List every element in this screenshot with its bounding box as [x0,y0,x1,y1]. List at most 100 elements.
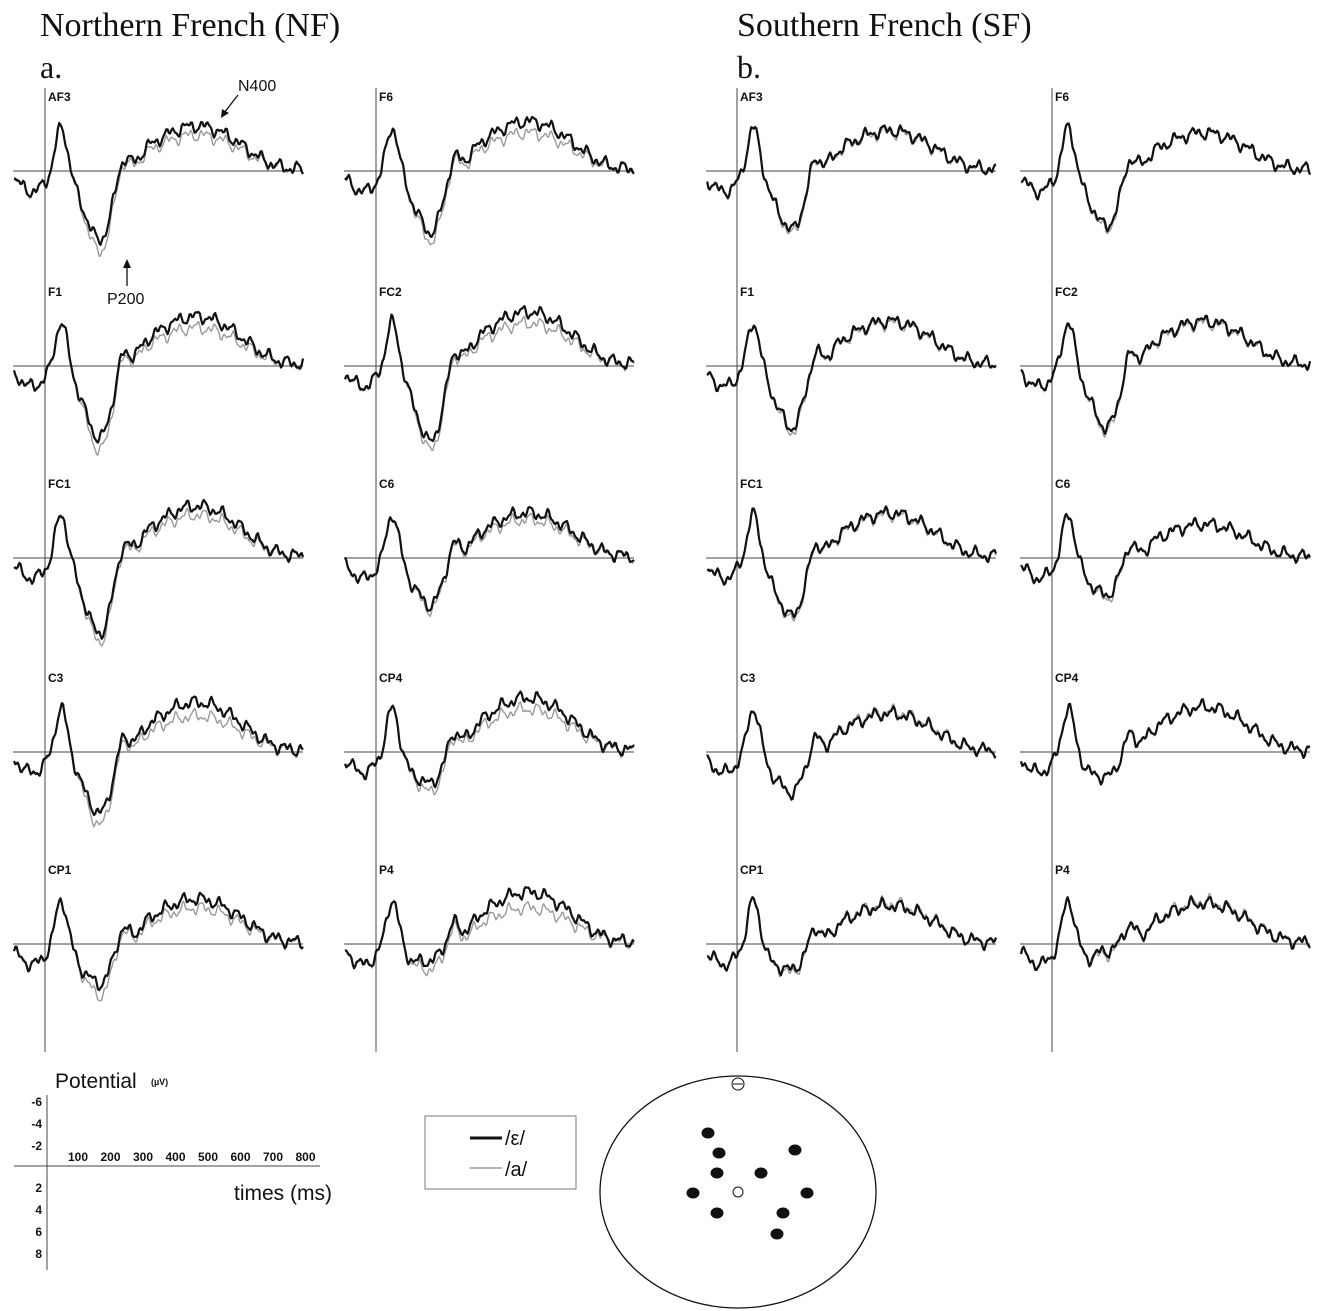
electrode-dot [788,1144,802,1156]
trace-e [706,315,997,433]
electrode-label: FC1 [740,477,763,491]
p200-arrowhead [123,259,131,268]
erp-panel-af3: AF3 [13,90,304,258]
trace-e [706,505,998,619]
trace-a [344,899,635,977]
electrode-label: CP4 [1055,671,1079,685]
erp-panel-fc2: FC2 [343,285,635,451]
trace-e [343,690,635,789]
trace-a [13,507,304,647]
trace-e [13,498,305,640]
electrode-dots [686,1127,814,1240]
scale-x-tick-label: 700 [263,1150,283,1164]
electrode-label: C6 [1055,477,1071,491]
trace-a [13,320,304,456]
electrode-label: P4 [379,863,394,877]
electrode-label: F6 [379,90,393,104]
erp-panel-f6: F6 [344,90,635,246]
scale-x-ticks: 100 200 300 400 500 600 700 800 [68,1150,316,1164]
group-letter-nf: a. [40,49,62,85]
electrode-label: FC2 [1055,285,1078,299]
electrode-label: AF3 [740,90,763,104]
scale-y-ticks: -6 -4 -2 2 4 6 8 [31,1095,42,1261]
electrode-dot [701,1127,715,1139]
head-outline [599,1075,877,1309]
erp-panel-cp4: CP4 [343,671,635,796]
n400-annotation: N400 [221,78,276,118]
trace-e [706,896,998,977]
trace-e [343,505,635,612]
electrode-label: CP1 [48,863,72,877]
electrode-dot [800,1187,814,1199]
scale-y-tick-label: 6 [35,1225,42,1239]
electrode-head-map [599,1075,877,1309]
scale-y-tick-label: 8 [35,1247,42,1261]
trace-e [344,886,635,970]
scale-x-label: times (ms) [234,1182,332,1205]
legend-box [424,1115,577,1190]
electrode-dot [686,1187,700,1199]
trace-e [1019,698,1311,786]
legend-label-a: /a/ [505,1159,528,1181]
trace-e [13,120,304,246]
electrode-label: F6 [1055,90,1069,104]
group-letter-sf: b. [737,49,761,85]
n400-arrow [223,94,239,114]
electrode-dot [712,1147,726,1159]
trace-e [706,705,997,801]
trace-e [1020,512,1311,599]
electrode-dot [754,1167,768,1179]
erp-panel-f1: F1 [12,285,305,456]
trace-e [12,891,304,992]
n400-label: N400 [238,78,276,95]
electrode-label: C3 [740,671,756,685]
trace-e [1019,895,1311,972]
scale-x-tick-label: 800 [295,1150,315,1164]
group-title-sf: Southern French (SF) [737,7,1032,44]
erp-panel-cp4: CP4 [1019,671,1311,786]
electrode-label: C3 [48,671,64,685]
n400-arrowhead [221,109,229,118]
electrode-dot [776,1207,790,1219]
legend-label-e: /ε/ [505,1128,525,1150]
scale-reference: Potential (µV) -6 -4 -2 2 4 6 8 100 200 300 400 50… [14,1070,332,1270]
erp-panel-cp1: CP1 [12,863,304,1002]
scale-y-tick-label: 2 [35,1181,42,1195]
trace-a [344,127,635,246]
trace-a [706,895,997,978]
erp-panel-c3: C3 [706,671,997,802]
scale-title: Potential [55,1070,137,1093]
p200-annotation: P200 [107,259,144,308]
electrode-label: FC1 [48,477,71,491]
scale-y-tick-label: -4 [31,1117,42,1131]
electrode-label: AF3 [48,90,71,104]
trace-e [343,305,635,443]
electrode-dot [710,1207,724,1219]
trace-e [1020,314,1312,435]
erp-panel-cp1: CP1 [706,863,998,978]
trace-e [1020,122,1312,233]
trace-e [706,124,997,233]
erp-panel-p4: P4 [1019,863,1311,972]
trace-e [344,115,635,238]
electrode-label: CP4 [379,671,403,685]
reference-electrode [732,1186,744,1198]
electrode-label: F1 [48,285,62,299]
erp-panel-fc2: FC2 [1020,285,1312,438]
erp-panel-af3: AF3 [706,90,997,235]
electrode-label: CP1 [740,863,764,877]
electrode-label: C6 [379,477,395,491]
scale-x-tick-label: 300 [133,1150,153,1164]
erp-panel-fc1: FC1 [13,477,305,647]
group-title-nf: Northern French (NF) [40,7,340,44]
electrode-label: F1 [740,285,754,299]
erp-panel-f1: F1 [706,285,997,436]
trace-e [12,695,304,817]
erp-panel-c6: C6 [343,477,635,617]
erp-panel-c3: C3 [12,671,304,828]
erp-panel-c6: C6 [1020,477,1311,603]
scale-x-tick-label: 100 [68,1150,88,1164]
scale-x-tick-label: 400 [165,1150,185,1164]
scale-y-tick-label: -6 [31,1095,42,1109]
